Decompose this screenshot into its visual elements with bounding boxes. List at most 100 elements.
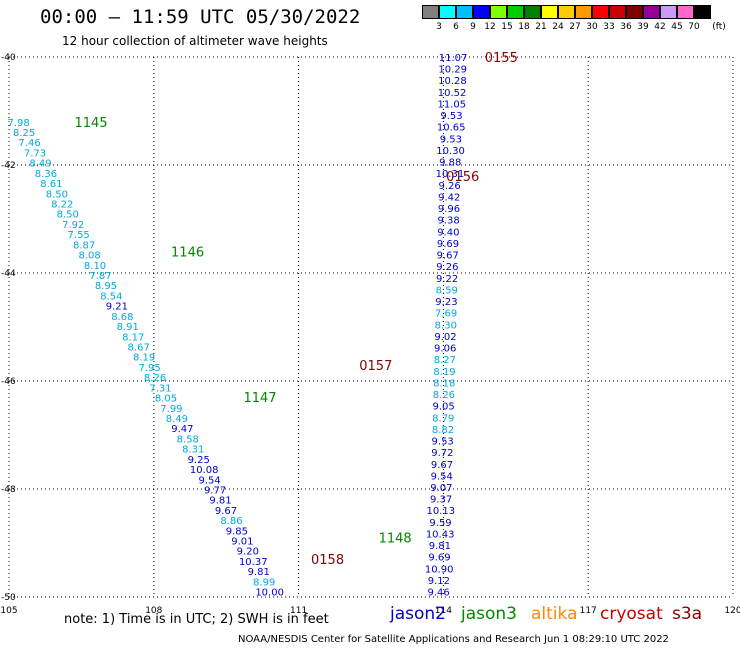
- wave-height-value: 9.21: [106, 302, 128, 313]
- colorbar-label: 21: [535, 22, 547, 32]
- wave-height-value: 9.22: [436, 274, 458, 285]
- wave-height-value: 9.54: [198, 475, 220, 486]
- wave-height-value: 7.92: [62, 220, 84, 231]
- wave-height-value: 9.47: [171, 424, 193, 435]
- wave-height-value: 8.58: [177, 434, 199, 445]
- wave-height-value: 11.07: [439, 53, 468, 64]
- wave-height-value: 9.69: [437, 239, 459, 250]
- wave-height-value: 10.29: [438, 65, 467, 76]
- colorbar-swatch: [592, 5, 609, 19]
- wave-height-value: 10.30: [436, 146, 465, 157]
- wave-height-value: 8.68: [111, 312, 133, 323]
- wave-height-value: 8.50: [57, 210, 79, 221]
- wave-height-value: 9.37: [430, 495, 452, 506]
- colorbar-swatch: [456, 5, 473, 19]
- pass-time-label: 1147: [243, 391, 276, 406]
- wave-height-value: 8.50: [46, 189, 68, 200]
- wave-height-value: 8.49: [29, 159, 51, 170]
- colorbar-unit: (ft): [712, 22, 726, 32]
- colorbar-swatch: [524, 5, 541, 19]
- wave-height-value: 9.81: [429, 541, 451, 552]
- colorbar-label: 30: [586, 22, 598, 32]
- pass-time-label: 1145: [75, 116, 108, 131]
- colorbar-label: 15: [501, 22, 513, 32]
- wave-height-value: 8.27: [434, 355, 456, 366]
- wave-height-value: 8.19: [133, 353, 155, 364]
- wave-height-value: 9.88: [439, 158, 461, 169]
- wave-height-value: 8.79: [432, 413, 454, 424]
- colorbar-swatch: [660, 5, 677, 19]
- wave-height-value: 10.65: [437, 123, 466, 134]
- colorbar-label: 12: [484, 22, 496, 32]
- wave-height-value: 10.43: [426, 529, 455, 540]
- y-tick-label: -48: [1, 485, 16, 495]
- colorbar-swatch: [575, 5, 592, 19]
- wave-height-value: 9.26: [436, 262, 458, 273]
- wave-height-value: 8.91: [117, 322, 139, 333]
- colorbar-swatch: [439, 5, 456, 19]
- y-tick-label: -42: [1, 161, 16, 171]
- x-tick-label: 105: [0, 606, 17, 616]
- colorbar-swatch: [677, 5, 694, 19]
- wave-height-value: 9.06: [434, 344, 456, 355]
- wave-height-value: 9.20: [237, 547, 259, 558]
- wave-height-value: 9.67: [215, 506, 237, 517]
- wave-height-value: 7.31: [149, 383, 171, 394]
- wave-height-value: 9.12: [428, 576, 450, 587]
- wave-height-value: 9.46: [427, 588, 449, 599]
- wave-height-value: 8.08: [78, 251, 100, 262]
- satellite-cryosat: cryosat: [600, 604, 663, 624]
- wave-height-value: 7.55: [68, 230, 90, 241]
- pass-time-label: 0158: [311, 553, 344, 568]
- colorbar-label: 9: [470, 22, 476, 32]
- wave-height-value: 8.95: [95, 281, 117, 292]
- wave-height-value: 7.46: [18, 138, 40, 149]
- wave-height-value: 9.69: [428, 553, 450, 564]
- wave-height-value: 8.05: [155, 394, 177, 405]
- wave-height-value: 7.87: [89, 271, 111, 282]
- colorbar-swatch: [609, 5, 626, 19]
- colorbar-label: 45: [671, 22, 683, 32]
- wave-height-value: 9.42: [438, 192, 460, 203]
- wave-height-value: 9.38: [438, 216, 460, 227]
- x-tick-label: 117: [580, 606, 597, 616]
- wave-height-value: 8.31: [182, 445, 204, 456]
- wave-height-value: 9.23: [435, 297, 457, 308]
- y-tick-label: -46: [1, 377, 16, 387]
- colorbar-swatch: [558, 5, 575, 19]
- satellite-altika: altika: [531, 604, 578, 624]
- satellite-jason2: jason2: [390, 604, 446, 624]
- wave-height-value: 9.07: [430, 483, 452, 494]
- wave-height-value: 9.01: [231, 537, 253, 548]
- wave-height-value: 8.99: [253, 577, 275, 588]
- colorbar-label: 39: [637, 22, 649, 32]
- wave-height-value: 8.30: [435, 320, 457, 331]
- wave-height-value: 8.36: [35, 169, 57, 180]
- wave-height-value: 9.53: [440, 111, 462, 122]
- wave-height-value: 9.81: [248, 567, 270, 578]
- wave-height-value: 7.95: [138, 363, 160, 374]
- wave-height-value: 9.96: [438, 204, 460, 215]
- wave-height-value: 9.59: [429, 518, 451, 529]
- colorbar-label: 70: [688, 22, 700, 32]
- wave-height-value: 10.08: [190, 465, 219, 476]
- wave-height-value: 8.87: [73, 240, 95, 251]
- wave-height-value: 8.25: [13, 128, 35, 139]
- chart-subtitle: 12 hour collection of altimeter wave hei…: [62, 34, 328, 48]
- x-tick-label: 120: [724, 606, 740, 616]
- wave-height-value: 10.37: [239, 557, 268, 568]
- colorbar-swatch: [473, 5, 490, 19]
- wave-height-value: 8.61: [40, 179, 62, 190]
- pass-time-label: 0156: [446, 170, 479, 185]
- wave-height-value: 8.18: [433, 378, 455, 389]
- wave-height-value: 8.26: [433, 390, 455, 401]
- colorbar-label: 24: [552, 22, 564, 32]
- satellite-s3a: s3a: [672, 604, 703, 624]
- y-tick-label: -50: [1, 593, 16, 603]
- wave-height-value: 8.67: [128, 342, 150, 353]
- pass-time-label: 0155: [485, 51, 518, 66]
- wave-height-value: 8.86: [220, 516, 242, 527]
- wave-height-value: 11.05: [437, 99, 466, 110]
- wave-height-value: 9.25: [188, 455, 210, 466]
- y-tick-label: -40: [1, 53, 16, 63]
